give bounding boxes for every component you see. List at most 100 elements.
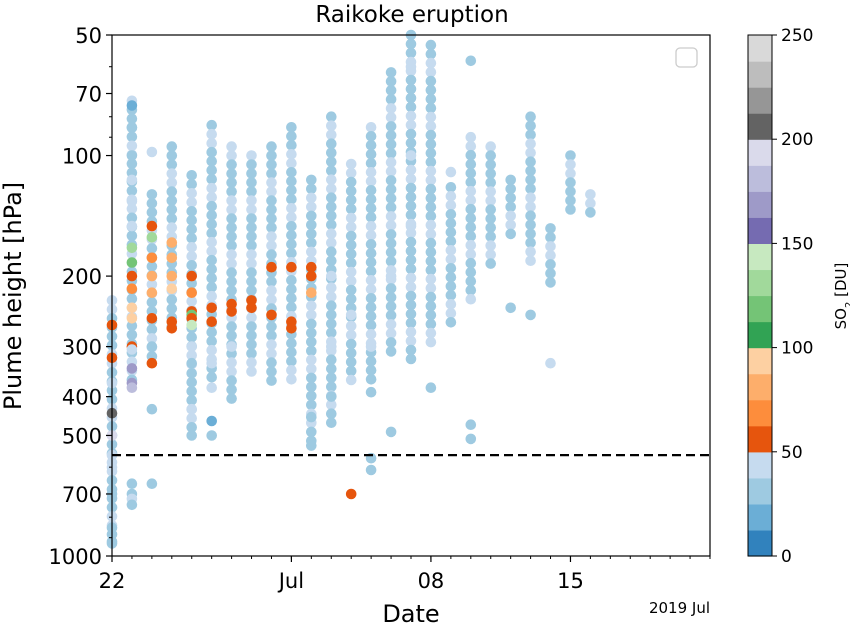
scatter-point [206,371,217,383]
scatter-point [365,302,377,313]
y-tick-label: 1000 [49,545,102,569]
scatter-point [266,177,277,188]
scatter-point [405,344,417,356]
scatter-point [166,270,178,282]
scatter-point [266,348,277,359]
scatter-point [306,336,317,348]
colorbar-tick-label: 200 [781,130,813,150]
scatter-point [505,201,516,213]
scatter-point [166,186,178,197]
scatter-point [306,363,317,375]
scatter-point [445,263,457,274]
scatter-point [166,323,178,334]
scatter-point [405,61,417,72]
scatter-point [126,230,138,242]
scatter-point [485,195,497,206]
scatter-point [365,221,377,232]
scatter-point [465,131,477,143]
y-tick-label: 70 [75,83,102,107]
scatter-point [306,270,317,282]
scatter-point [525,174,536,185]
scatter-point [126,283,138,295]
scatter-point [246,240,257,251]
scatter-point [345,488,357,500]
scatter-point [345,158,357,170]
scatter-point [206,164,217,176]
scatter-point [345,257,357,269]
scatter-point [405,326,417,338]
scatter-point [405,128,417,140]
scatter-point [186,395,197,406]
scatter-point [365,158,377,169]
scatter-point [206,227,217,239]
scatter-point [385,292,397,303]
scatter-point [405,299,417,311]
scatter-point [206,290,217,302]
scatter-point [485,186,497,197]
scatter-point [545,357,556,369]
scatter-point [345,356,357,368]
scatter-point [246,258,257,269]
scatter-point [326,391,337,402]
scatter-point [425,75,437,87]
y-axis: 50 70 100 200 300 400 500 700 1000 [49,24,112,569]
scatter-point [465,221,477,233]
scatter-point [425,111,437,123]
scatter-point [226,306,237,317]
scatter-point [405,182,417,194]
scatter-point [246,177,257,188]
scatter-point [326,111,337,122]
scatter-point [286,149,297,160]
scatter-point [266,375,277,386]
scatter-point [425,382,437,394]
scatter-point [306,228,317,240]
scatter-point [385,148,397,159]
scatter-point [266,222,277,233]
scatter-point [525,165,536,176]
scatter-point [286,122,297,133]
scatter-point [226,159,237,170]
colorbar-tick-label: 100 [781,339,813,359]
scatter-point [425,300,437,312]
scatter-point [465,140,477,152]
scatter-point [405,254,417,266]
scatter-point [286,140,297,151]
scatter-point [425,48,437,60]
scatter-point [445,245,457,256]
scatter-point [206,326,217,338]
scatter-point [405,92,417,104]
scatter-point [585,198,596,209]
scatter-point [365,149,377,160]
scatter-point [166,141,178,152]
scatter-point [306,318,317,330]
scatter-point [266,276,277,287]
scatter-point [286,356,297,367]
scatter-point [146,220,158,232]
scatter-point [306,440,317,451]
scatter-point [266,285,277,296]
scatter-point [345,203,357,215]
scatter-point [186,430,197,441]
y-tick-label: 500 [62,424,102,448]
scatter-point [425,129,437,141]
scatter-point [306,390,317,402]
scatter-point [306,237,317,249]
scatter-point [425,291,437,303]
scatter-point [405,119,417,131]
scatter-point [306,372,317,384]
scatter-point [186,319,197,331]
scatter-point [306,287,317,299]
scatter-point [525,111,536,122]
scatter-point [365,131,377,142]
scatter-point [485,177,497,188]
scatter-point [385,270,397,282]
scatter-point [525,255,536,266]
scatter-point [385,301,397,312]
scatter-point [186,386,197,397]
scatter-point [525,246,536,257]
colorbar-bin [748,191,772,218]
scatter-point [565,186,576,197]
scatter-point [126,220,138,232]
scatter-point [326,270,337,282]
scatter-point [585,189,596,200]
